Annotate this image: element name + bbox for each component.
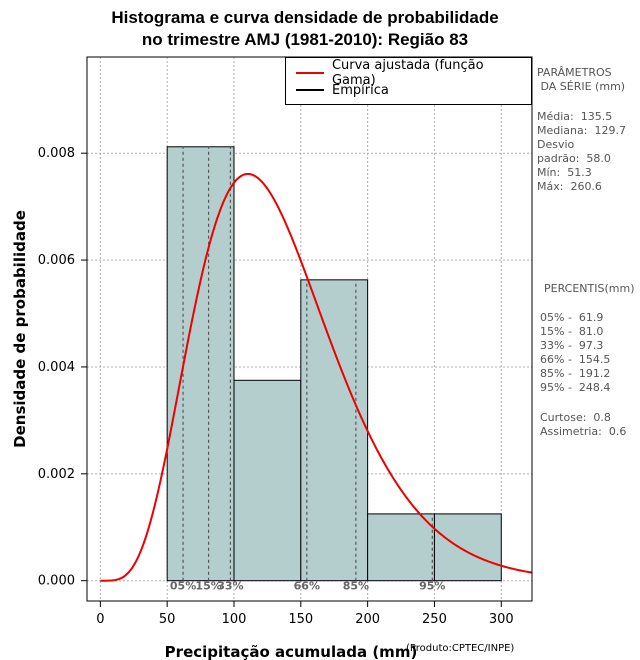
y-tick-label-0: 0.000 <box>38 574 75 589</box>
x-axis-note: (Produto:CPTEC/INPE) <box>406 643 514 654</box>
chart-title-line-1: Histograma e curva densidade de probabil… <box>111 8 499 27</box>
x-tick-label-100: 100 <box>222 612 247 627</box>
percentil-15: 15% - 81.0 <box>540 325 604 338</box>
percentis-header: PERCENTIS(mm) <box>544 282 635 295</box>
stat-media: Média: 135.5 <box>537 110 613 123</box>
percentil-33: 33% - 97.3 <box>540 339 604 352</box>
y-tick-label-3: 0.006 <box>38 253 75 268</box>
percentile-label-1: 15% <box>195 580 221 593</box>
percentile-label-4: 85% <box>343 580 369 593</box>
y-tick-label-4: 0.008 <box>38 146 75 161</box>
percentil-85: 85% - 191.2 <box>540 367 611 380</box>
percentile-label-5: 95% <box>419 580 445 593</box>
stat-padrao: padrão: 58.0 <box>537 152 611 165</box>
x-tick-label-250: 250 <box>422 612 447 627</box>
legend-item-empirica: Empírica <box>296 81 389 99</box>
stats-header-2: DA SÉRIE (mm) <box>537 80 626 93</box>
x-tick-label-0: 0 <box>96 612 104 627</box>
chart-title-line-2: no trimestre AMJ (1981-2010): Região 83 <box>141 30 469 49</box>
stats-header-1: PARÂMETROS <box>537 66 612 79</box>
x-axis-label: Precipitação acumulada (mm) <box>165 643 418 660</box>
x-tick-label-150: 150 <box>288 612 313 627</box>
legend-swatch-empirica <box>296 89 324 91</box>
legend-label-empirica: Empírica <box>332 82 389 98</box>
legend: Curva ajustada (função Gama) Empírica <box>285 57 532 105</box>
percentil-95: 95% - 248.4 <box>540 381 611 394</box>
histogram-bar-1 <box>166 146 235 582</box>
stat-desvio: Desvio <box>537 138 575 151</box>
x-tick-label-300: 300 <box>489 612 514 627</box>
legend-item-curve: Curva ajustada (função Gama) <box>296 58 531 88</box>
stat-max: Máx: 260.6 <box>537 180 602 193</box>
gamma-fit-curve <box>100 172 532 582</box>
percentil-05: 05% - 61.9 <box>540 311 604 324</box>
stat-mediana: Mediana: 129.7 <box>537 124 626 137</box>
histogram-bar-5 <box>433 513 502 582</box>
x-tick-label-200: 200 <box>355 612 380 627</box>
stat-min: Mín: 51.3 <box>537 166 592 179</box>
y-tick-label-2: 0.004 <box>38 360 75 375</box>
percentile-label-0: 05% <box>170 580 196 593</box>
y-tick-label-1: 0.002 <box>38 467 75 482</box>
percentile-label-2: 33% <box>217 580 243 593</box>
x-tick-label-50: 50 <box>159 612 176 627</box>
legend-label-curve: Curva ajustada (função Gama) <box>331 58 484 88</box>
percentile-label-3: 66% <box>294 580 320 593</box>
histogram-bar-3 <box>300 279 369 582</box>
percentil-66: 66% - 154.5 <box>540 353 611 366</box>
stat-curtose: Curtose: 0.8 <box>540 411 611 424</box>
histogram-bar-4 <box>367 513 435 582</box>
legend-swatch-curve <box>296 72 324 74</box>
stat-assimetria: Assimetria: 0.6 <box>540 425 627 438</box>
y-axis-label: Densidade de probabilidade <box>11 210 29 448</box>
histogram-bar-2 <box>233 379 302 582</box>
